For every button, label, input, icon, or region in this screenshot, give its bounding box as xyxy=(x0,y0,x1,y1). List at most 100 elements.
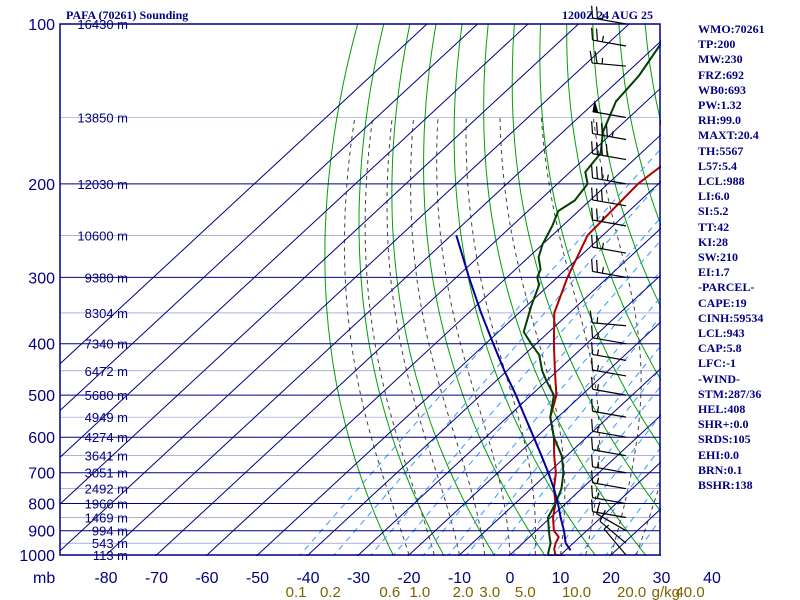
mixing-ratio-unit: g/kg xyxy=(652,584,680,600)
mixing-ratio-label: 10.0 xyxy=(562,584,591,600)
height-label: 9380 m xyxy=(85,270,128,285)
temperature-profile xyxy=(549,165,661,556)
index-item: SI:5.2 xyxy=(698,204,729,219)
isotherm xyxy=(558,461,661,556)
isotherm xyxy=(407,320,661,556)
mixing-ratio-label: 0.6 xyxy=(379,584,400,600)
dry-adiabat xyxy=(453,24,597,556)
mixing-ratio-line xyxy=(604,479,661,556)
height-label: 16430 m xyxy=(77,17,128,32)
wind-barb xyxy=(591,121,627,141)
isotherm xyxy=(306,227,661,556)
dry-adiabat xyxy=(391,24,496,556)
mixing-ratio-label: 3.0 xyxy=(479,584,500,600)
height-label: 7340 m xyxy=(85,337,128,352)
mixing-ratio-label: 5.0 xyxy=(515,584,536,600)
mixing-ratio-line xyxy=(551,413,661,556)
pressure-label: 700 xyxy=(28,466,55,483)
pressure-label: 300 xyxy=(28,270,55,287)
mixing-ratio-label: 0.2 xyxy=(320,584,341,600)
mixing-ratio-line xyxy=(298,147,661,556)
wind-barb xyxy=(592,99,627,119)
index-item: RH:99.0 xyxy=(698,113,741,128)
temperature-label: -30 xyxy=(347,570,370,587)
height-label: 13850 m xyxy=(77,111,128,126)
dry-adiabat xyxy=(324,24,395,556)
isotherm xyxy=(60,24,428,365)
moist-adiabat xyxy=(436,117,511,556)
index-item: SRDS:105 xyxy=(698,432,751,447)
temperature-label: 20 xyxy=(602,570,620,587)
moist-adiabat xyxy=(499,117,566,556)
mixing-ratio-label: 1.0 xyxy=(409,584,430,600)
pressure-label: 100 xyxy=(28,17,55,34)
height-label: 8304 m xyxy=(85,306,128,321)
mixing-ratio-label: 2.0 xyxy=(453,584,474,600)
mixing-ratio-line xyxy=(511,367,661,556)
moist-adiabat xyxy=(592,117,642,556)
wind-barb xyxy=(591,207,627,227)
mixing-ratio-line xyxy=(578,446,661,556)
index-item: -WIND- xyxy=(698,371,740,386)
mixing-ratio-line xyxy=(392,239,661,556)
height-label: 113 m xyxy=(93,548,128,563)
wind-barb xyxy=(591,437,627,457)
valid-time: 1200Z 24 AUG 25 xyxy=(562,8,653,22)
index-item: MAXT:20.4 xyxy=(698,128,759,143)
mixing-ratio-line xyxy=(369,216,661,556)
index-item: FRZ:692 xyxy=(698,67,744,82)
isotherm xyxy=(104,40,661,556)
index-item: LI:6.0 xyxy=(698,189,730,204)
pressure-label: 1000 xyxy=(19,548,55,565)
dry-adiabat xyxy=(511,24,661,513)
wind-barb xyxy=(591,259,627,278)
wind-barb xyxy=(591,398,627,418)
index-item: EI:1.7 xyxy=(698,265,730,280)
wind-barb xyxy=(591,27,627,47)
wind-barb xyxy=(591,376,627,396)
wind-barb xyxy=(591,165,627,185)
isotherm xyxy=(60,24,479,412)
index-item: WB0:693 xyxy=(698,82,746,97)
dry-adiabat xyxy=(566,24,661,382)
moist-adiabat xyxy=(465,117,537,555)
wind-barb xyxy=(591,5,627,25)
wind-barb xyxy=(591,141,627,161)
moist-adiabat xyxy=(410,117,486,556)
height-label: 4274 m xyxy=(85,430,128,445)
wind-barb xyxy=(591,187,627,207)
index-item: LFC:-1 xyxy=(698,356,736,371)
index-item: CINH:59534 xyxy=(698,310,764,325)
mixing-ratio-line xyxy=(332,180,661,556)
temperature-label: -50 xyxy=(246,570,269,587)
height-label: 1966 m xyxy=(85,497,128,512)
wind-barb xyxy=(591,234,627,254)
isotherm xyxy=(457,367,661,556)
pressure-label: 400 xyxy=(28,337,55,354)
index-item: MW:230 xyxy=(698,52,743,67)
isotherm xyxy=(356,274,661,556)
index-item: TH:5567 xyxy=(698,143,744,158)
wind-barb xyxy=(595,501,627,532)
dry-adiabat xyxy=(358,24,445,556)
isotherm xyxy=(205,133,661,556)
wind-barb xyxy=(589,50,627,67)
index-item: WMO:70261 xyxy=(698,22,765,36)
pressure-label: 800 xyxy=(28,497,55,514)
wind-barb xyxy=(589,310,627,327)
wind-barb xyxy=(603,524,627,556)
temperature-label: -40 xyxy=(296,570,319,587)
index-item: CAP:5.8 xyxy=(698,341,742,356)
wind-barb xyxy=(591,470,627,490)
index-item: TP:200 xyxy=(698,37,736,52)
temperature-label: -10 xyxy=(448,570,471,587)
temperature-label: -80 xyxy=(94,570,117,587)
height-label: 2492 m xyxy=(85,482,128,497)
height-label: 10600 m xyxy=(77,228,128,243)
index-item: STM:287/36 xyxy=(698,386,762,401)
height-label: 12030 m xyxy=(77,177,128,192)
temperature-label: 40 xyxy=(703,570,721,587)
height-label: 1469 m xyxy=(85,511,128,526)
index-item: EHI:0.0 xyxy=(698,447,740,462)
index-item: HEL:408 xyxy=(698,402,746,417)
